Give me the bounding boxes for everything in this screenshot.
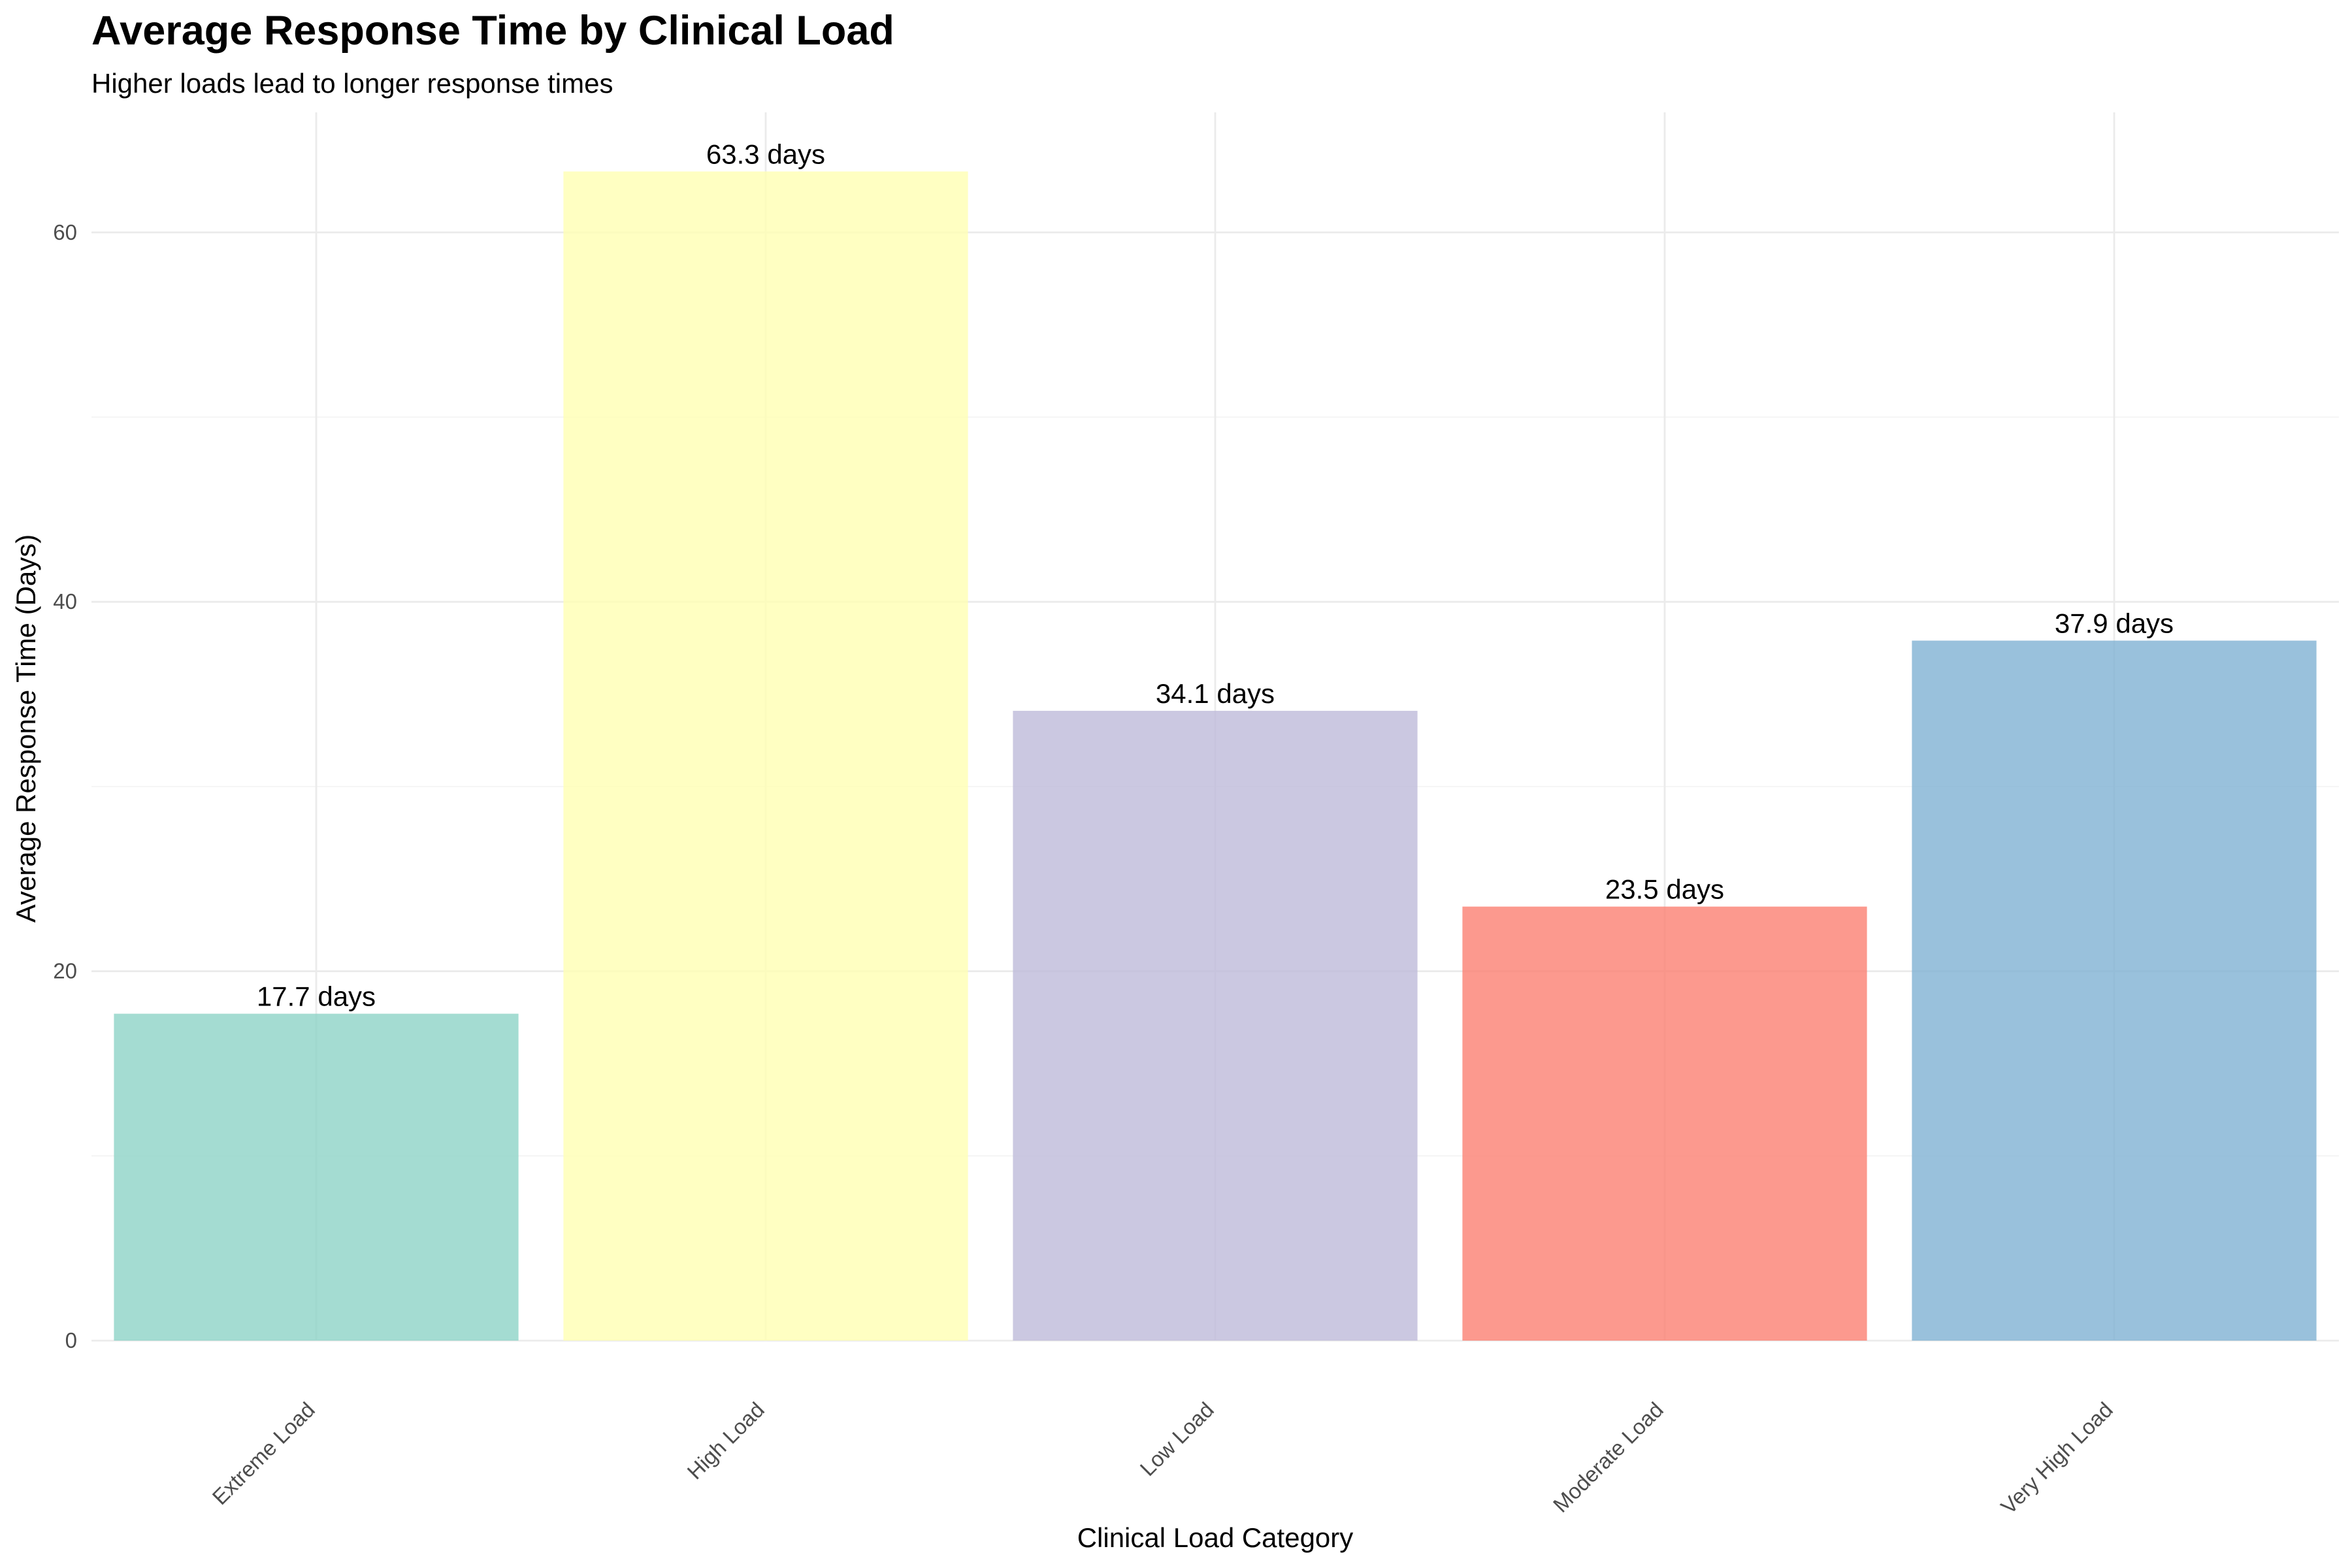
x-tick-label: Extreme Load <box>208 1397 319 1509</box>
bar <box>1013 710 1418 1341</box>
y-tick-label: 40 <box>53 589 77 613</box>
x-tick-label: Very High Load <box>1996 1397 2117 1519</box>
x-axis: Extreme Load High Load Low Load Moderate Lo… <box>208 1397 2117 1519</box>
data-label: 23.5 days <box>1605 874 1724 905</box>
bar <box>563 171 968 1341</box>
x-axis-title: Clinical Load Category <box>1077 1522 1354 1553</box>
chart-subtitle: Higher loads lead to longer response tim… <box>91 68 613 99</box>
y-axis: 0 20 40 60 <box>53 220 77 1352</box>
x-tick-label: High Load <box>682 1397 769 1484</box>
y-tick-label: 20 <box>53 959 77 983</box>
bar <box>1912 640 2317 1341</box>
y-axis-title: Average Response Time (Days) <box>10 534 41 923</box>
data-label: 17.7 days <box>257 981 376 1012</box>
x-tick-label: Low Load <box>1135 1397 1218 1480</box>
chart-title: Average Response Time by Clinical Load <box>91 8 894 54</box>
y-tick-label: 0 <box>65 1328 77 1352</box>
value-labels: 17.7 days 63.3 days 34.1 days 23.5 days 37.9… <box>257 139 2174 1011</box>
data-label: 37.9 days <box>2055 608 2174 639</box>
data-label: 63.3 days <box>706 139 825 169</box>
bar <box>1462 906 1867 1341</box>
y-tick-label: 60 <box>53 220 77 244</box>
data-label: 34.1 days <box>1156 678 1275 709</box>
bar <box>114 1013 519 1341</box>
bars <box>114 171 2317 1341</box>
x-tick-label: Moderate Load <box>1548 1397 1668 1517</box>
